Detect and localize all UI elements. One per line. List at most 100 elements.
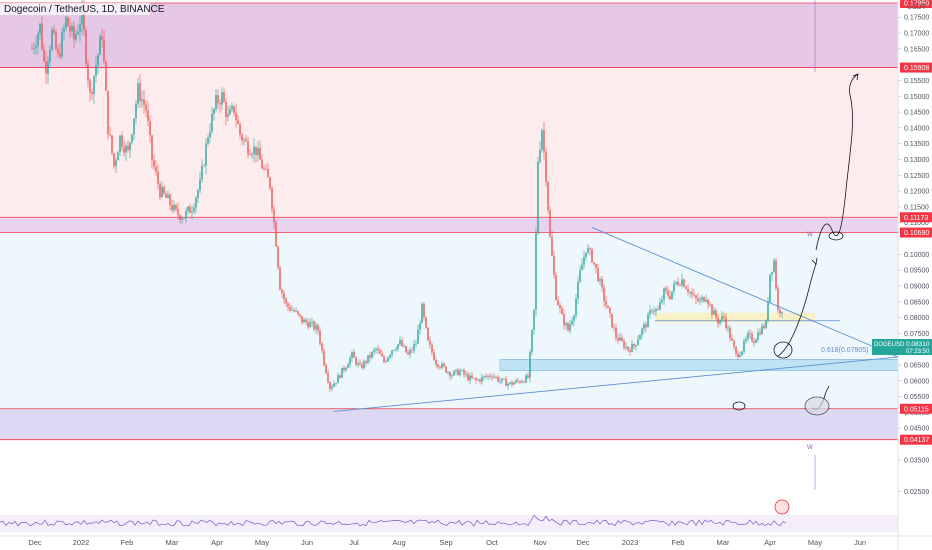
candle [505,375,507,386]
current-symbol: DOGEUSDT [874,342,908,348]
candle [77,23,79,36]
candle [729,325,731,342]
candle [687,283,689,296]
candle [643,321,645,334]
candle [103,30,105,65]
candle [499,377,501,385]
candle [375,347,377,354]
time-axis[interactable]: Dec 2022 Feb Mar Apr May Jun Jul Aug Sep Oct Nov Dec… [28,538,866,547]
candle [331,383,333,392]
candle [769,274,771,304]
price-tag-label: 0.15908 [904,65,929,72]
candle [43,44,45,63]
candle [289,303,291,313]
candle [539,141,541,164]
candle [303,317,305,323]
candle [251,151,253,159]
candle [227,105,229,122]
candle [489,372,491,379]
candle [353,348,355,358]
candle [599,276,601,286]
candle [709,301,711,308]
candle [511,379,513,387]
candle [453,370,455,377]
candle [517,377,519,384]
candle [91,88,93,101]
candle [205,138,207,175]
price-tag-0: 0.17950 [900,0,932,8]
candle [291,305,293,311]
candle [587,243,589,255]
candle [383,354,385,364]
candle [241,132,243,146]
y-tick-label: 0.04500 [904,426,929,433]
candle [131,133,133,145]
candle [507,382,509,390]
candle [523,380,525,384]
candle [555,271,557,301]
candle [731,334,733,342]
price-tag-1: 0.15908 [900,62,932,73]
candle [589,246,591,256]
candle [557,296,559,306]
zone-4 [0,408,898,440]
candle [165,191,167,199]
candle [725,313,727,331]
y-tick-label: 0.06500 [904,362,929,369]
alert-icon[interactable] [774,499,790,515]
y-tick-label: 0.02500 [904,489,929,496]
y-tick-label: 0.13000 [904,157,929,164]
candle [515,378,517,384]
y-tick-label: 0.11000 [904,220,929,227]
candle [761,322,763,335]
candle [399,335,401,347]
candle [129,141,131,158]
y-tick-label: 0.12500 [904,173,929,180]
indicator-layer [0,499,898,532]
projection-arrow-2 [815,73,859,251]
candle [595,263,597,274]
low-circle [732,401,746,411]
candle [485,373,487,379]
candle [347,362,349,368]
candle [71,22,73,37]
price-axis[interactable]: 0.17500 0.17000 0.16500 0.15500 0.15000 0.145… [898,0,932,496]
candle [113,152,115,170]
candle [671,291,673,300]
candle [541,128,543,153]
y-tick-label: 0.15500 [904,78,929,85]
candle [669,290,671,301]
candle [65,15,67,31]
candle [747,330,749,342]
candle [101,28,103,48]
candle [53,24,55,36]
candle [299,313,301,319]
candle [757,328,759,342]
candle [323,348,325,367]
candle [451,373,453,380]
candle [459,368,461,377]
candle [441,361,443,370]
candle [123,140,125,157]
candle [605,295,607,309]
candle [585,252,587,261]
current-price: 0.08310 [906,341,930,348]
candle [301,316,303,325]
y-tick-label: 0.12000 [904,189,929,196]
candle [117,150,119,161]
wave-label-bottom: w [806,442,813,451]
candle [79,15,81,42]
candle [755,338,757,344]
price-tag-5: 0.04137 [900,434,932,445]
price-tag-label: 0.17950 [904,1,929,8]
candle [195,196,197,214]
axis-unit: USDT [907,4,927,11]
candle [437,363,439,370]
candle [501,378,503,385]
candle [185,207,187,223]
candle [423,302,425,321]
candle [675,281,677,286]
candle [335,383,337,387]
candle [385,359,387,364]
